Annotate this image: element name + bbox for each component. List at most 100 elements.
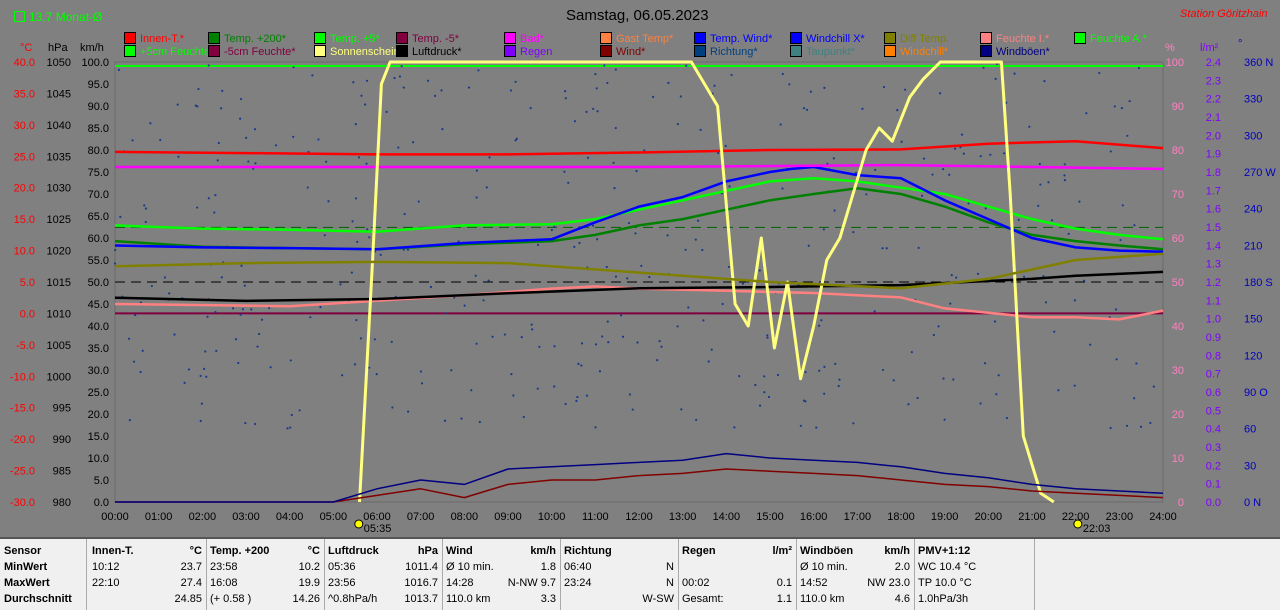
table-avg-cell-cell: 4.6: [894, 593, 910, 605]
direction-point: [1063, 174, 1066, 177]
table-column: PMV+1:12 WC 10.4 °C TP 10.0 °C 1.0hPa/3h: [914, 539, 1035, 610]
direction-point: [290, 413, 293, 417]
direction-point: [457, 240, 460, 243]
direction-point: [444, 312, 448, 315]
direction-point: [896, 109, 899, 112]
direction-point: [621, 335, 625, 338]
table-column-header: Wind km/h: [446, 543, 556, 559]
table-min-cell-cell: 1.8: [540, 561, 556, 573]
direction-point: [1063, 178, 1067, 182]
axis-tick-percent: 70: [1172, 189, 1184, 201]
direction-point: [341, 374, 344, 377]
direction-point: [207, 197, 210, 200]
axis-tick-rain_lm2: 1.4: [1206, 240, 1221, 252]
legend-item: Feuchte A.*: [1074, 32, 1147, 45]
direction-point: [253, 128, 257, 131]
legend-label: Feuchte A.*: [1090, 33, 1147, 45]
direction-point: [1005, 416, 1009, 420]
direction-point: [536, 387, 539, 390]
axis-label-pressure: hPa: [48, 42, 68, 54]
direction-point: [960, 133, 964, 136]
axis-tick-percent: 80: [1172, 145, 1184, 157]
direction-point: [950, 274, 953, 277]
x-tick-label: 24:00: [1149, 511, 1177, 523]
direction-point: [979, 155, 982, 158]
axis-tick-percent: 20: [1172, 409, 1184, 421]
table-min-cell: WC 10.4 °C: [918, 559, 1030, 575]
direction-point: [854, 171, 858, 174]
direction-point: [910, 351, 913, 354]
x-tick-label: 05:00: [320, 511, 348, 523]
direction-point: [550, 228, 553, 232]
direction-point: [128, 419, 131, 422]
direction-point: [113, 262, 117, 265]
table-max-cell-cell: N-NW 9.7: [507, 577, 556, 589]
legend-item: -5cm Feuchte*: [208, 45, 296, 58]
direction-point: [317, 138, 320, 141]
direction-point: [983, 362, 987, 365]
legend-item: Windchill X*: [790, 32, 865, 45]
direction-point: [1139, 425, 1143, 428]
direction-point: [477, 69, 480, 72]
sunset-icon: [1073, 519, 1083, 529]
axis-tick-speed_kmh: 0.0: [94, 497, 109, 509]
table-min-cell-cell: 23.7: [180, 561, 202, 573]
axis-tick-rain_lm2: 1.5: [1206, 222, 1221, 234]
axis-tick-temp_c: -30.0: [10, 497, 35, 509]
legend-swatch: [980, 32, 992, 44]
table-avg-cell-cell: 1.0hPa/3h: [918, 593, 969, 605]
table-column: Regen l/m² 00:02 0.1 Gesamt: 1.1: [678, 539, 797, 610]
direction-point: [127, 337, 131, 340]
direction-point: [214, 194, 217, 197]
table-avg-cell: 24.85: [92, 591, 202, 607]
direction-point: [809, 90, 812, 93]
table-column-header-cell: Wind: [446, 545, 473, 557]
direction-point: [239, 313, 242, 316]
direction-point: [613, 186, 616, 190]
sunset-label: 22:03: [1083, 523, 1111, 535]
direction-point: [634, 232, 637, 235]
axis-tick-percent: 60: [1172, 233, 1184, 245]
axis-tick-rain_lm2: 0.1: [1206, 479, 1221, 491]
direction-point: [594, 72, 597, 76]
table-max-cell-cell: 0.1: [776, 577, 792, 589]
direction-point: [220, 276, 223, 279]
direction-point: [567, 181, 570, 184]
axis-tick-percent: 30: [1172, 365, 1184, 377]
direction-point: [1073, 299, 1077, 302]
axis-tick-rain_lm2: 1.7: [1206, 185, 1221, 197]
axis-tick-temp_c: 15.0: [14, 214, 35, 226]
table-avg-cell-cell: 1.1: [776, 593, 792, 605]
series-line-luftdruck: [114, 270, 1164, 303]
axis-tick-speed_kmh: 45.0: [88, 299, 109, 311]
axis-tick-pressure_hpa: 980: [53, 497, 71, 509]
axis-tick-temp_c: -10.0: [10, 371, 35, 383]
table-avg-cell: 1.0hPa/3h: [918, 591, 1030, 607]
direction-point: [243, 284, 246, 287]
table-max-cell: 14:28 N-NW 9.7: [446, 575, 556, 591]
x-tick-label: 00:00: [101, 511, 129, 523]
axis-tick-speed_kmh: 30.0: [88, 365, 109, 377]
series-line-sonnenschein: [358, 60, 1055, 504]
legend-label: Diff Temp.: [900, 33, 950, 45]
direction-point: [441, 128, 444, 131]
direction-point: [580, 364, 583, 367]
x-tick-label: 03:00: [232, 511, 260, 523]
direction-point: [763, 391, 766, 394]
direction-point: [1115, 358, 1118, 361]
direction-point: [907, 403, 910, 406]
x-tick-label: 07:00: [407, 511, 435, 523]
direction-point: [563, 170, 566, 173]
series-line-tempwind: [114, 165, 1164, 254]
table-min-cell: 23:58 10.2: [210, 559, 320, 575]
table-min-cell-cell: WC 10.4 °C: [918, 561, 977, 573]
direction-point: [199, 419, 202, 423]
direction-point: [575, 399, 578, 403]
direction-point: [375, 372, 378, 376]
axis-tick-rain_lm2: 1.8: [1206, 167, 1221, 179]
direction-point: [594, 343, 598, 346]
direction-point: [666, 234, 669, 237]
axis-tick-temp_c: 5.0: [20, 277, 35, 289]
series-line-innent: [114, 139, 1164, 156]
direction-point: [117, 68, 121, 72]
